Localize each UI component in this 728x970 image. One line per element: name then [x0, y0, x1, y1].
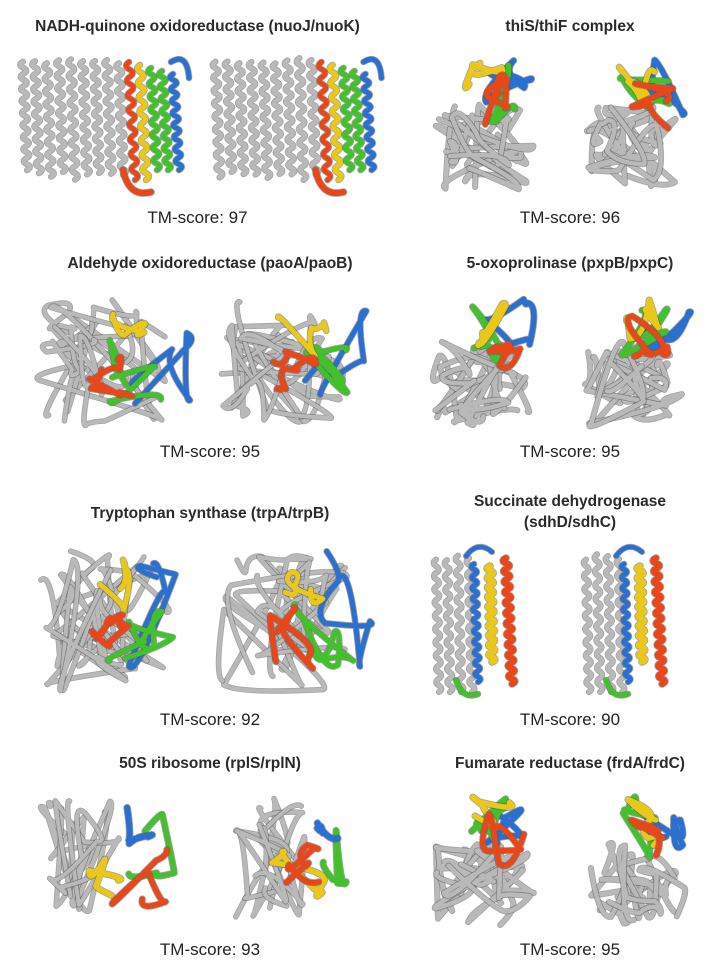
structure-stereo-view [431, 793, 689, 929]
panel-title-line: Tryptophan synthase (trpA/trpB) [90, 505, 330, 522]
panel-title-line: 50S ribosome (rplS/rplN) [119, 755, 301, 772]
panel-title: 50S ribosome (rplS/rplN) [30, 753, 390, 774]
panel-title-line: NADH-quinone oxidoreductase (nuoJ/nuoK) [35, 18, 360, 35]
panel-title-line: Aldehyde oxidoreductase (paoA/paoB) [67, 255, 353, 272]
panel-title: thiS/thiF complex [420, 16, 720, 37]
panel-sdh: Succinate dehydrogenase (sdhD/sdhC) TM-s… [420, 480, 720, 740]
tm-score-label: TM-score: 95 [519, 442, 621, 461]
protein-structure-left [34, 297, 195, 429]
tm-score-label: TM-score: 95 [159, 442, 261, 461]
protein-structure-right [218, 299, 370, 425]
panel-title-line: (sdhD/sdhC) [523, 514, 617, 531]
tm-score-label: TM-score: 92 [159, 710, 261, 729]
panel-title-line: 5-oxoprolinase (pxpB/pxpC) [466, 255, 674, 272]
structure-stereo-view [429, 295, 695, 430]
protein-structure-right [583, 56, 688, 190]
protein-structure-left [430, 543, 519, 699]
protein-structure-right [581, 296, 695, 430]
panel-title: 5-oxoprolinase (pxpB/pxpC) [420, 253, 720, 274]
structure-stereo-view [34, 297, 370, 429]
protein-structure-right [232, 795, 350, 920]
panel-title: Succinate dehydrogenase (sdhD/sdhC) [420, 491, 720, 533]
panel-title: Aldehyde oxidoreductase (paoA/paoB) [30, 253, 390, 274]
structure-stereo-view [432, 56, 688, 193]
protein-structure-right [215, 548, 375, 694]
protein-structure-left [37, 798, 178, 915]
panel-pao: Aldehyde oxidoreductase (paoA/paoB) TM-s… [30, 245, 390, 470]
tm-score-label: TM-score: 90 [519, 710, 621, 729]
panel-rpl: 50S ribosome (rplS/rplN) TM-score: 93 [30, 745, 390, 970]
protein-structure-left [429, 295, 538, 429]
structure-stereo-view [17, 55, 385, 197]
panel-title-line: thiS/thiF complex [505, 18, 635, 35]
protein-structure-left [38, 548, 179, 694]
panel-trp: Tryptophan synthase (trpA/trpB) TM-score… [30, 495, 390, 740]
structure-stereo-view [38, 548, 375, 694]
protein-structure-left [17, 55, 193, 197]
panel-title: Fumarate reductase (frdA/frdC) [420, 753, 720, 774]
panel-frd: Fumarate reductase (frdA/frdC) TM-score:… [420, 745, 720, 970]
tm-score-label: TM-score: 93 [159, 940, 261, 959]
panel-title-line: Succinate dehydrogenase [473, 493, 667, 510]
panel-pxp: 5-oxoprolinase (pxpB/pxpC) TM-score: 95 [420, 245, 720, 470]
panel-nuo: NADH-quinone oxidoreductase (nuoJ/nuoK) … [5, 0, 390, 235]
protein-structure-left [432, 57, 537, 193]
protein-structure-right [209, 55, 385, 197]
structure-stereo-view [430, 543, 669, 699]
protein-structure-left [431, 793, 537, 929]
tm-score-label: TM-score: 95 [519, 940, 621, 959]
protein-structure-right [580, 543, 669, 699]
tm-score-label: TM-score: 96 [519, 208, 621, 227]
panel-title: NADH-quinone oxidoreductase (nuoJ/nuoK) [5, 16, 390, 37]
tm-score-label: TM-score: 97 [147, 208, 248, 227]
panel-title: Tryptophan synthase (trpA/trpB) [30, 503, 390, 524]
panel-this: thiS/thiF complex TM-score: 96 [420, 0, 720, 235]
structure-stereo-view [37, 795, 350, 920]
protein-structure-right [587, 793, 689, 927]
panel-title-line: Fumarate reductase (frdA/frdC) [455, 755, 685, 772]
